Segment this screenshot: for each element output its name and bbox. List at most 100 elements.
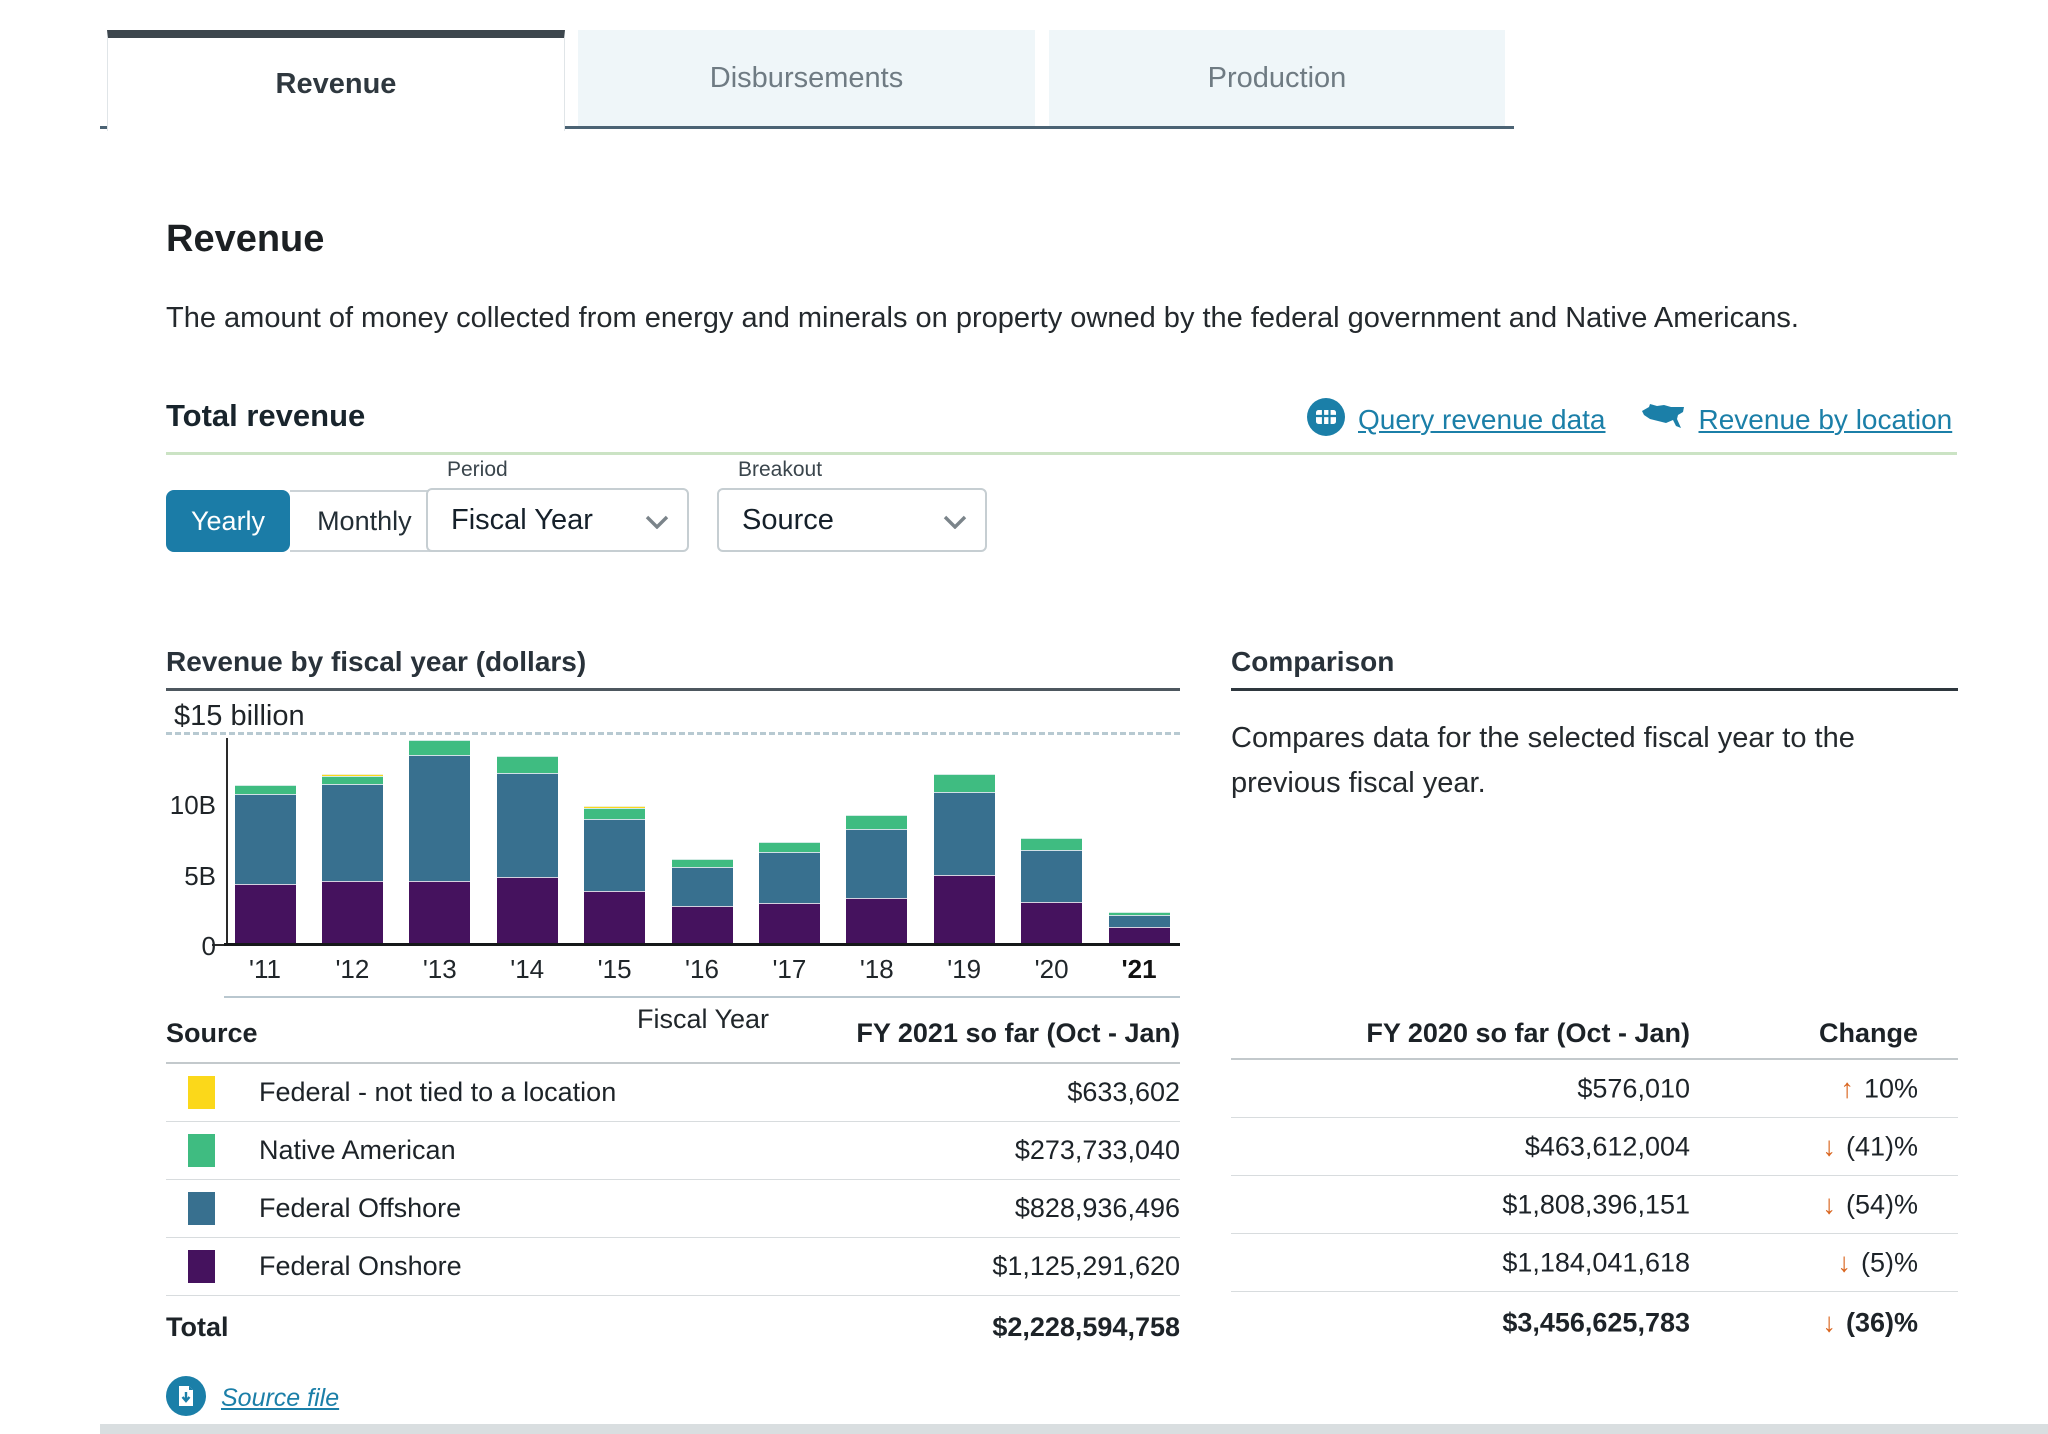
data-table-icon — [1307, 398, 1345, 441]
x-tick-label: '19 — [920, 954, 1008, 985]
fy2020-value: $3,456,625,783 — [1502, 1308, 1690, 1339]
table-row: Federal Onshore $1,125,291,620 — [166, 1238, 1180, 1296]
comparison-table: FY 2020 so far (Oct - Jan) Change $576,0… — [1231, 1018, 1958, 1354]
chart-title: Revenue by fiscal year (dollars) — [166, 646, 586, 678]
bar-segment — [497, 756, 558, 773]
bar-fy21[interactable] — [1109, 912, 1170, 943]
legend-swatch — [188, 1076, 215, 1109]
bar-fy18[interactable] — [846, 815, 907, 943]
bar-segment — [235, 785, 296, 793]
x-tick-label: '20 — [1008, 954, 1096, 985]
comparison-heading: Comparison — [1231, 646, 1394, 678]
revenue-by-location-label: Revenue by location — [1699, 404, 1953, 436]
bar-fy14[interactable] — [497, 756, 558, 943]
revenue-bar-chart: $15 billion 05B10B '11'12'13'14'15'16'17… — [166, 696, 1180, 1044]
legend-swatch — [188, 1134, 215, 1167]
table-row: Federal - not tied to a location$633,602 — [166, 1064, 1180, 1122]
fy2021-value: $828,936,496 — [1015, 1193, 1180, 1224]
bar-segment — [409, 881, 470, 943]
chart-title-rule — [166, 688, 1180, 691]
bar-segment — [672, 859, 733, 867]
section-divider — [166, 452, 1957, 455]
comparison-table-header: FY 2020 so far (Oct - Jan) Change — [1231, 1018, 1958, 1060]
bar-segment — [846, 829, 907, 898]
bar-segment — [759, 852, 820, 903]
change-value: ↓(41)% — [1822, 1131, 1918, 1162]
fy2021-value: $273,733,040 — [1015, 1135, 1180, 1166]
monthly-button[interactable]: Monthly — [290, 490, 441, 552]
yearly-button-label: Yearly — [191, 506, 265, 537]
arrow-down-icon: ↓ — [1822, 1308, 1836, 1338]
breakout-select[interactable]: Source — [717, 488, 987, 552]
period-select-value: Fiscal Year — [451, 504, 593, 537]
revenue-dashboard-page: Revenue Disbursements Production Revenue… — [0, 0, 2048, 1434]
bar-segment — [584, 891, 645, 943]
tab-revenue[interactable]: Revenue — [107, 30, 565, 131]
change-value: ↑10% — [1840, 1073, 1918, 1104]
revenue-by-location-link[interactable]: Revenue by location — [1640, 402, 1953, 437]
bar-segment — [1021, 838, 1082, 851]
arrow-down-icon: ↓ — [1822, 1131, 1836, 1161]
comparison-row: $1,808,396,151 ↓(54)% — [1231, 1176, 1958, 1234]
source-file-link[interactable]: Source file — [166, 1376, 339, 1421]
bar-fy16[interactable] — [672, 859, 733, 943]
x-tick-label: '16 — [658, 954, 746, 985]
source-column-header: Source — [166, 1018, 258, 1049]
table-row: Native American $273,733,040 — [166, 1122, 1180, 1180]
bar-segment — [322, 776, 383, 784]
bar-fy17[interactable] — [759, 842, 820, 943]
bar-fy20[interactable] — [1021, 838, 1082, 943]
fy2021-value: $1,125,291,620 — [992, 1251, 1180, 1282]
bar-segment — [1109, 927, 1170, 943]
source-name: Native American — [259, 1135, 456, 1166]
bar-segment — [672, 906, 733, 943]
bar-segment — [1021, 850, 1082, 902]
bar-segment — [497, 877, 558, 943]
change-value: ↓(54)% — [1822, 1189, 1918, 1220]
x-tick-label: '18 — [833, 954, 921, 985]
tab-production[interactable]: Production — [1049, 30, 1505, 126]
monthly-button-label: Monthly — [317, 506, 412, 537]
source-name: Federal Onshore — [259, 1251, 462, 1282]
bar-segment — [846, 898, 907, 943]
yearly-button[interactable]: Yearly — [166, 490, 290, 552]
x-tick-label: '21 — [1095, 954, 1183, 985]
legend-swatch — [188, 1250, 215, 1283]
download-file-icon — [166, 1376, 206, 1421]
bar-fy12[interactable] — [322, 774, 383, 943]
bar-segment — [759, 842, 820, 852]
source-file-label: Source file — [221, 1384, 339, 1413]
source-name: Federal Offshore — [259, 1193, 461, 1224]
bar-segment — [584, 819, 645, 891]
breakout-label: Breakout — [738, 458, 822, 482]
comparison-description: Compares data for the selected fiscal ye… — [1231, 716, 1921, 806]
table-row: Federal Offshore $828,936,496 — [166, 1180, 1180, 1238]
comparison-row: $1,184,041,618↓(5)% — [1231, 1234, 1958, 1292]
query-revenue-data-label: Query revenue data — [1358, 404, 1606, 436]
bar-fy11[interactable] — [235, 785, 296, 943]
fy2020-value: $463,612,004 — [1525, 1131, 1690, 1162]
comparison-row: $463,612,004 ↓(41)% — [1231, 1118, 1958, 1176]
bar-fy15[interactable] — [584, 806, 645, 943]
period-label: Period — [447, 458, 508, 482]
chevron-down-icon — [645, 504, 669, 537]
bar-segment — [409, 740, 470, 755]
tab-disbursements[interactable]: Disbursements — [578, 30, 1035, 126]
bar-fy19[interactable] — [934, 774, 995, 943]
fy2020-value: $576,010 — [1577, 1073, 1690, 1104]
bar-segment — [322, 881, 383, 943]
bar-segment — [934, 774, 995, 792]
x-axis-line — [224, 943, 1180, 946]
x-axis-divider — [224, 996, 1180, 998]
bar-segment — [1021, 902, 1082, 943]
chevron-down-icon — [943, 504, 967, 537]
fy2020-value: $1,184,041,618 — [1502, 1247, 1690, 1278]
query-revenue-data-link[interactable]: Query revenue data — [1307, 398, 1606, 441]
fy2020-value: $1,808,396,151 — [1502, 1189, 1690, 1220]
bar-fy13[interactable] — [409, 740, 470, 943]
total-revenue-heading: Total revenue — [166, 398, 365, 434]
source-table-header: Source FY 2021 so far (Oct - Jan) — [166, 1018, 1180, 1064]
arrow-up-icon: ↑ — [1840, 1073, 1854, 1103]
arrow-down-icon: ↓ — [1837, 1247, 1851, 1277]
period-select[interactable]: Fiscal Year — [426, 488, 689, 552]
